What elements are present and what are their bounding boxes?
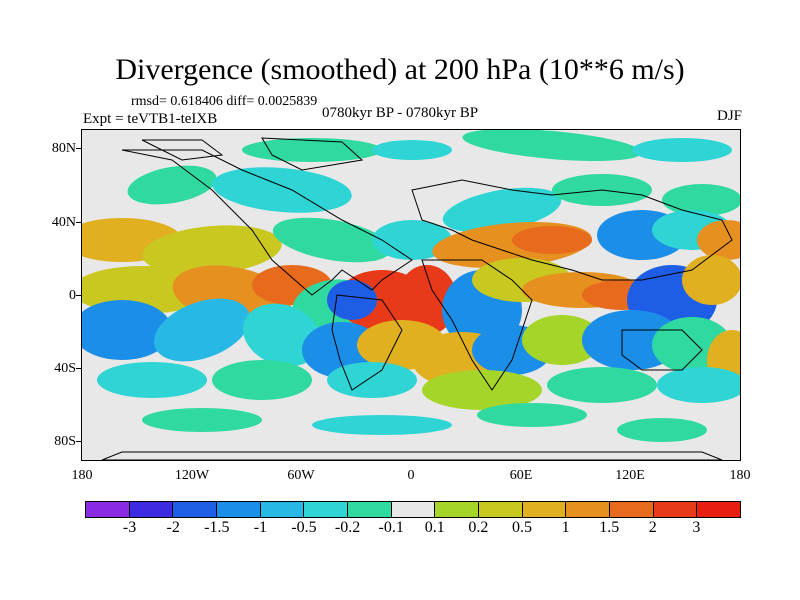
colorbar-swatch — [610, 502, 654, 517]
colorbar-label: -2 — [166, 519, 180, 536]
y-label-40n: 40N — [51, 215, 76, 230]
field-blob — [82, 300, 172, 360]
field-blob — [477, 403, 587, 427]
colorbar-label: 0.2 — [468, 519, 489, 536]
stats-text: rmsd= 0.618406 diff= 0.0025839 — [131, 94, 318, 109]
field-blob — [617, 418, 707, 442]
coastline — [121, 149, 413, 296]
y-tick — [76, 441, 82, 442]
field-blob — [462, 130, 642, 162]
field-blob — [242, 138, 382, 162]
coastline — [261, 137, 364, 171]
field-blob — [682, 255, 740, 305]
colorbar-swatch — [304, 502, 349, 517]
colorbar-label: -0.2 — [334, 519, 361, 536]
field-blob — [327, 362, 417, 398]
field-blob — [243, 303, 321, 367]
colorbar-label: 0.5 — [512, 519, 532, 536]
divergence-map — [81, 129, 741, 461]
season-label: DJF — [716, 108, 742, 124]
coastline — [101, 451, 723, 460]
field-blob — [142, 408, 262, 432]
colorbar-swatch — [129, 502, 174, 517]
colorbar-label: 2 — [648, 519, 657, 536]
colorbar-swatch — [479, 502, 523, 517]
colorbar-label: -0.1 — [378, 519, 404, 536]
field-blob — [372, 140, 452, 160]
x-label-120w: 120W — [174, 468, 210, 483]
colorbar-label: 3 — [692, 519, 701, 536]
period-label: 0780kyr BP - 0780kyr BP — [322, 105, 479, 121]
field-blob — [312, 415, 452, 435]
colorbar-swatch — [391, 502, 436, 517]
colorbar-swatch — [173, 502, 218, 517]
x-label-60w: 60W — [287, 468, 315, 483]
colorbar-swatch — [260, 502, 305, 517]
field-blob — [212, 360, 312, 400]
coastline — [621, 329, 703, 371]
x-label-180w: 180 — [71, 468, 93, 483]
colorbar-swatch — [697, 502, 741, 517]
colorbar-label: 1 — [561, 519, 570, 536]
x-label-60e: 60E — [509, 468, 533, 483]
y-label-0: 0 — [69, 288, 76, 303]
coastline — [141, 139, 224, 161]
colorbar-swatch — [566, 502, 611, 517]
coastline — [411, 179, 733, 281]
colorbar-label: -1 — [253, 519, 268, 536]
field-blob — [662, 184, 740, 216]
divergence-field — [82, 130, 740, 460]
field-blob — [697, 220, 740, 260]
colorbar-swatch — [522, 502, 567, 517]
colorbar-swatch — [86, 502, 130, 517]
field-blob — [154, 298, 250, 362]
y-tick — [76, 222, 82, 223]
colorbar-swatch — [435, 502, 480, 517]
field-blob — [272, 217, 392, 263]
y-label-80s: 80S — [54, 434, 76, 449]
field-blob — [522, 315, 602, 365]
colorbar — [85, 501, 741, 518]
field-blob — [142, 225, 282, 275]
y-tick — [76, 148, 82, 149]
x-label-120e: 120E — [615, 468, 645, 483]
colorbar-swatch — [348, 502, 392, 517]
field-blob — [442, 187, 562, 233]
field-blob — [547, 367, 657, 403]
field-blob — [212, 167, 352, 213]
y-label-40s: 40S — [54, 361, 76, 376]
plot-title: Divergence (smoothed) at 200 hPa (10**6 … — [115, 53, 685, 86]
field-blob — [327, 280, 377, 320]
colorbar-label: -3 — [122, 519, 137, 536]
experiment-label: Expt = teVTB1-teIXB — [83, 111, 218, 127]
field-blob — [512, 226, 592, 254]
x-label-180e: 180 — [729, 468, 751, 483]
colorbar-swatch — [653, 502, 698, 517]
field-blob — [632, 138, 732, 162]
y-tick — [76, 295, 82, 296]
coastline — [331, 294, 403, 391]
field-blob — [397, 265, 457, 335]
colorbar-label: 1.5 — [599, 519, 620, 536]
field-blob — [422, 370, 542, 410]
colorbar-swatch — [217, 502, 261, 517]
field-blob — [657, 367, 740, 403]
field-blob — [127, 165, 217, 205]
field-blob — [97, 362, 207, 398]
colorbar-label: 0.1 — [424, 519, 445, 536]
field-blob — [372, 220, 452, 260]
x-label-0: 0 — [407, 468, 415, 483]
coastline — [421, 259, 533, 391]
colorbar-label: -0.5 — [291, 519, 317, 536]
y-tick — [76, 368, 82, 369]
y-label-80n: 80N — [51, 141, 76, 156]
colorbar-label: -1.5 — [204, 519, 230, 536]
